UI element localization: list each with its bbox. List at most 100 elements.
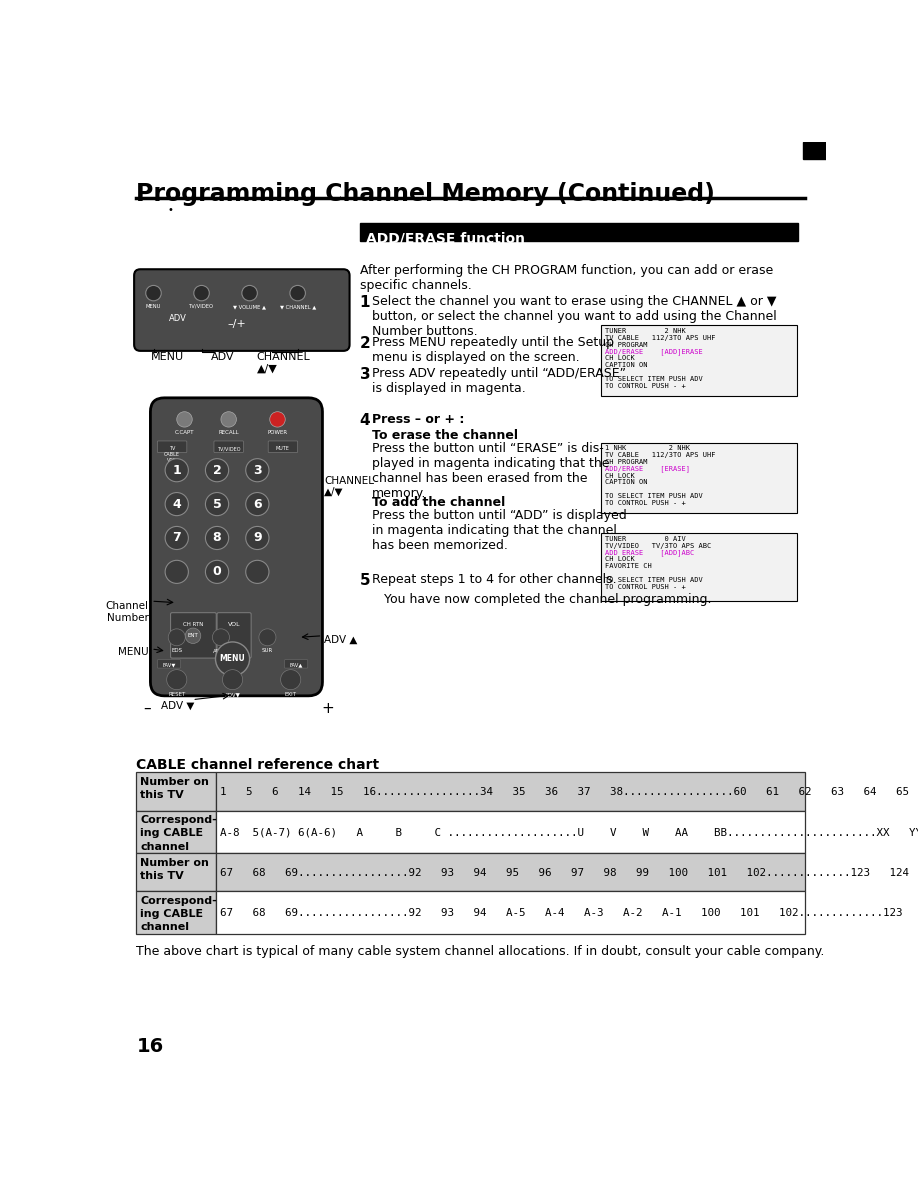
Text: ADV: ADV (169, 314, 187, 322)
Text: CH LOCK: CH LOCK (605, 557, 634, 563)
FancyBboxPatch shape (134, 269, 350, 351)
Text: 4: 4 (173, 498, 181, 511)
FancyBboxPatch shape (157, 441, 187, 453)
Text: TUNER         2 NHK: TUNER 2 NHK (605, 328, 686, 334)
Text: FAV▼: FAV▼ (162, 662, 175, 667)
Text: ▼ VOLUME ▲: ▼ VOLUME ▲ (233, 303, 266, 309)
Text: Press the button until “ERASE” is dis-
played in magenta indicating that the
cha: Press the button until “ERASE” is dis- p… (372, 442, 610, 500)
Text: A-8  5(A-7) 6(A-6)   A     B     C ....................U    V    W    AA    BB..: A-8 5(A-7) 6(A-6) A B C ................… (220, 827, 918, 838)
Text: TUNER         0 AIV: TUNER 0 AIV (605, 536, 686, 542)
Text: ADD/ERASE function: ADD/ERASE function (366, 231, 525, 245)
Text: 1   5   6   14   15   16................34   35   36   37   38.................6: 1 5 6 14 15 16................34 35 36 3… (220, 788, 918, 798)
Text: EXIT: EXIT (285, 692, 297, 697)
Text: ADD/ERASE    [ERASE]: ADD/ERASE [ERASE] (605, 466, 689, 473)
Text: CAPTION ON: CAPTION ON (605, 363, 647, 369)
Circle shape (165, 459, 188, 482)
Text: Number on
this TV: Number on this TV (140, 776, 209, 800)
FancyBboxPatch shape (157, 660, 181, 668)
FancyBboxPatch shape (151, 398, 322, 696)
Text: MUTE: MUTE (276, 447, 290, 451)
Text: TO CONTROL PUSH - +: TO CONTROL PUSH - + (605, 584, 686, 590)
Text: +: + (321, 702, 334, 716)
Text: •: • (167, 205, 174, 216)
Text: 1: 1 (173, 463, 181, 476)
Bar (137, 853, 216, 891)
Text: 1 NHK          2 NHK: 1 NHK 2 NHK (605, 444, 689, 450)
Bar (601, 326, 797, 396)
Text: 3: 3 (360, 367, 370, 382)
Text: MENU: MENU (118, 647, 149, 658)
Circle shape (270, 411, 285, 427)
Text: FAV▲: FAV▲ (289, 662, 303, 667)
Bar (360, 223, 798, 241)
Bar (137, 811, 216, 853)
Circle shape (259, 629, 276, 646)
Text: MENU: MENU (146, 303, 162, 309)
Text: 8: 8 (213, 532, 221, 544)
Text: Press – or + :: Press – or + : (372, 414, 465, 427)
Circle shape (212, 629, 230, 646)
Text: 67   68   69.................92   93   94   95   96   97   98   99   100   101  : 67 68 69.................92 93 94 95 96 … (220, 869, 918, 878)
Text: You have now completed the channel programming.: You have now completed the channel progr… (385, 592, 712, 606)
FancyBboxPatch shape (217, 613, 252, 658)
Text: TV/VIDEO   TV/3TO APS ABC: TV/VIDEO TV/3TO APS ABC (605, 543, 711, 549)
Bar (216, 853, 804, 891)
Circle shape (241, 286, 257, 301)
Text: RESET: RESET (168, 692, 185, 697)
Text: –/+: –/+ (228, 319, 247, 329)
Text: Number on
this TV: Number on this TV (140, 858, 209, 880)
Circle shape (246, 459, 269, 482)
Text: 0: 0 (213, 565, 221, 578)
Text: CABLE channel reference chart: CABLE channel reference chart (137, 758, 379, 773)
Bar (216, 811, 804, 853)
Text: 3: 3 (253, 463, 262, 476)
Text: 16: 16 (137, 1037, 163, 1056)
Circle shape (165, 526, 188, 550)
Circle shape (185, 628, 201, 643)
Text: ADD ERASE    [ADD]ABC: ADD ERASE [ADD]ABC (605, 550, 694, 556)
Text: TV/VIDEO: TV/VIDEO (189, 303, 214, 309)
Text: 9: 9 (253, 532, 262, 544)
Text: Correspond-
ing CABLE
channel: Correspond- ing CABLE channel (140, 815, 217, 852)
Circle shape (165, 493, 188, 515)
Text: –: – (143, 702, 151, 716)
Bar (601, 442, 797, 513)
Text: EDS: EDS (171, 648, 183, 653)
Text: CH PROGRAM: CH PROGRAM (605, 459, 647, 465)
Text: TO SELECT ITEM PUSH ADV: TO SELECT ITEM PUSH ADV (605, 577, 702, 583)
Text: SUR: SUR (262, 648, 273, 653)
Text: 67   68   69.................92   93   94   A-5   A-4   A-3   A-2   A-1   100   : 67 68 69.................92 93 94 A-5 A-… (220, 909, 918, 918)
Text: MENU: MENU (219, 654, 245, 664)
Text: TO CONTROL PUSH - +: TO CONTROL PUSH - + (605, 383, 686, 389)
Text: VOL: VOL (228, 622, 241, 627)
Circle shape (281, 670, 301, 690)
Text: 7: 7 (173, 532, 181, 544)
Text: Repeat steps 1 to 4 for other channels.: Repeat steps 1 to 4 for other channels. (372, 574, 617, 587)
Text: Channel
Number: Channel Number (106, 601, 149, 623)
Circle shape (167, 670, 187, 690)
Text: CHANNEL
▲/▼: CHANNEL ▲/▼ (324, 475, 374, 498)
Text: CH RTN: CH RTN (183, 622, 203, 627)
Text: FAVORITE CH: FAVORITE CH (605, 563, 651, 569)
Text: CHANNEL
▲/▼: CHANNEL ▲/▼ (256, 352, 310, 374)
Text: 5: 5 (360, 574, 370, 589)
FancyBboxPatch shape (268, 441, 297, 453)
Circle shape (194, 286, 209, 301)
Text: 2: 2 (213, 463, 221, 476)
Text: POWER: POWER (267, 430, 287, 435)
Circle shape (221, 411, 237, 427)
Text: TV
CABLE
VCR: TV CABLE VCR (164, 447, 180, 463)
Text: RECALL: RECALL (218, 430, 239, 435)
Text: 4: 4 (360, 414, 370, 428)
Text: Select the channel you want to erase using the CHANNEL ▲ or ▼
button, or select : Select the channel you want to erase usi… (372, 295, 777, 338)
Bar (137, 891, 216, 934)
Text: The above chart is typical of many cable system channel allocations. If in doubt: The above chart is typical of many cable… (137, 944, 825, 957)
Circle shape (206, 459, 229, 482)
Text: To erase the channel: To erase the channel (372, 429, 518, 442)
Text: ADD/ERASE    [ADD]ERASE: ADD/ERASE [ADD]ERASE (605, 348, 702, 356)
Text: Correspond-
ing CABLE
channel: Correspond- ing CABLE channel (140, 896, 217, 933)
Text: Press ADV repeatedly until “ADD/ERASE”
is displayed in magenta.: Press ADV repeatedly until “ADD/ERASE” i… (372, 367, 626, 395)
Text: MENU: MENU (151, 352, 184, 363)
Circle shape (216, 642, 250, 675)
Text: ADV▼: ADV▼ (225, 692, 241, 697)
